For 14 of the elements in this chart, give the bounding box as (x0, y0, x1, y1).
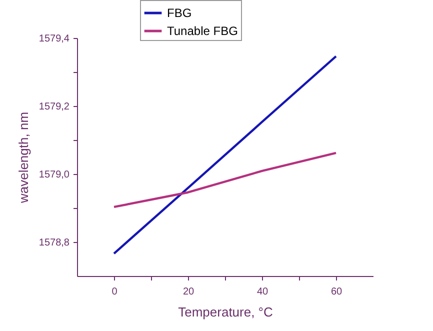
x-tick-label: 20 (182, 286, 194, 298)
y-tick-label: 1579,0 (38, 170, 70, 180)
y-tick-label: 1578,8 (38, 238, 70, 248)
y-tick-label: 1579,2 (38, 102, 70, 112)
legend-label: FBG (167, 6, 192, 20)
legend-label: Tunable FBG (167, 24, 238, 38)
y-axis-title: wavelength, nm (16, 112, 31, 204)
line-series (112, 55, 338, 255)
x-tick-label: 0 (112, 286, 118, 298)
line-series (112, 152, 338, 208)
x-tick-label: 40 (256, 286, 268, 298)
x-tick-label: 60 (330, 286, 342, 298)
x-axis-title: Temperature, °C (178, 304, 273, 320)
y-tick-label: 1579,4 (38, 34, 70, 44)
